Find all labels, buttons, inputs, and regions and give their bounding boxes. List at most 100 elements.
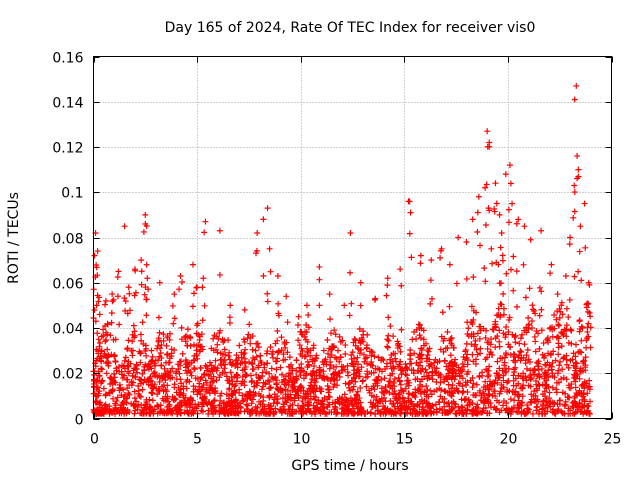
data-point <box>176 392 183 399</box>
data-point <box>271 410 278 417</box>
data-point <box>447 352 454 359</box>
data-point <box>361 358 368 365</box>
data-point <box>506 316 513 323</box>
data-point <box>334 347 341 354</box>
data-point <box>167 375 174 382</box>
data-point <box>291 408 298 415</box>
data-point <box>175 384 182 391</box>
data-point <box>143 345 150 352</box>
data-point <box>416 322 423 329</box>
data-point <box>459 367 466 374</box>
data-point <box>203 363 210 370</box>
data-point <box>269 374 276 381</box>
data-point <box>385 332 392 339</box>
data-point <box>402 410 409 417</box>
data-point <box>131 292 138 299</box>
data-point <box>402 361 409 368</box>
data-point <box>333 371 340 378</box>
data-point <box>124 376 131 383</box>
data-point <box>226 380 233 387</box>
data-point <box>326 394 333 401</box>
data-point <box>398 326 405 333</box>
data-point <box>350 405 357 412</box>
data-point <box>234 409 241 416</box>
data-point <box>475 193 482 200</box>
data-point <box>393 358 400 365</box>
data-point <box>294 321 301 328</box>
data-point <box>122 298 129 305</box>
axis-ticks <box>93 56 613 420</box>
data-point <box>456 407 463 414</box>
data-point <box>262 380 269 387</box>
data-point <box>510 357 517 364</box>
data-point <box>333 355 340 362</box>
data-point <box>141 376 148 383</box>
data-point <box>194 391 201 398</box>
data-point <box>178 336 185 343</box>
data-point <box>420 336 427 343</box>
data-point <box>297 351 304 358</box>
data-point <box>316 263 323 270</box>
data-point <box>391 376 398 383</box>
data-point <box>529 410 536 417</box>
data-point <box>230 405 237 412</box>
data-point <box>450 363 457 370</box>
data-point <box>495 261 502 268</box>
data-point <box>216 401 223 408</box>
data-point <box>159 409 166 416</box>
data-point <box>350 383 357 390</box>
data-point <box>222 361 229 368</box>
data-point <box>217 360 224 367</box>
data-point <box>515 391 522 398</box>
data-point <box>472 405 479 412</box>
data-point <box>559 366 566 373</box>
data-point <box>510 253 517 260</box>
data-point <box>183 358 190 365</box>
data-point <box>164 395 171 402</box>
data-point <box>536 312 543 319</box>
data-point <box>367 399 374 406</box>
data-point <box>572 359 579 366</box>
data-point <box>286 354 293 361</box>
data-point <box>170 320 177 327</box>
data-point <box>114 293 121 300</box>
data-point <box>274 355 281 362</box>
data-point <box>418 368 425 375</box>
data-point <box>415 354 422 361</box>
data-point <box>497 313 504 320</box>
data-point <box>378 357 385 364</box>
data-point <box>423 383 430 390</box>
data-point <box>392 350 399 357</box>
data-point <box>188 409 195 416</box>
data-point <box>231 388 238 395</box>
data-point <box>255 344 262 351</box>
data-point <box>318 388 325 395</box>
data-point <box>128 382 135 389</box>
data-point <box>528 375 535 382</box>
data-point <box>396 377 403 384</box>
y-tick-label: 0.14 <box>52 96 83 112</box>
data-point <box>536 382 543 389</box>
data-point <box>371 353 378 360</box>
data-point <box>307 347 314 354</box>
data-point <box>459 389 466 396</box>
data-point <box>405 390 412 397</box>
data-point <box>107 381 114 388</box>
data-point <box>274 272 281 279</box>
data-point <box>411 350 418 357</box>
data-point <box>256 375 263 382</box>
data-point <box>492 318 499 325</box>
data-point <box>289 365 296 372</box>
data-point <box>521 327 528 334</box>
data-point <box>312 394 319 401</box>
data-point <box>415 362 422 369</box>
data-point <box>103 405 110 412</box>
data-point <box>255 390 262 397</box>
data-point <box>191 365 198 372</box>
data-point <box>277 364 284 371</box>
data-point <box>503 323 510 330</box>
data-point <box>133 398 140 405</box>
data-point <box>241 306 248 313</box>
data-point <box>245 331 252 338</box>
data-point <box>400 388 407 395</box>
